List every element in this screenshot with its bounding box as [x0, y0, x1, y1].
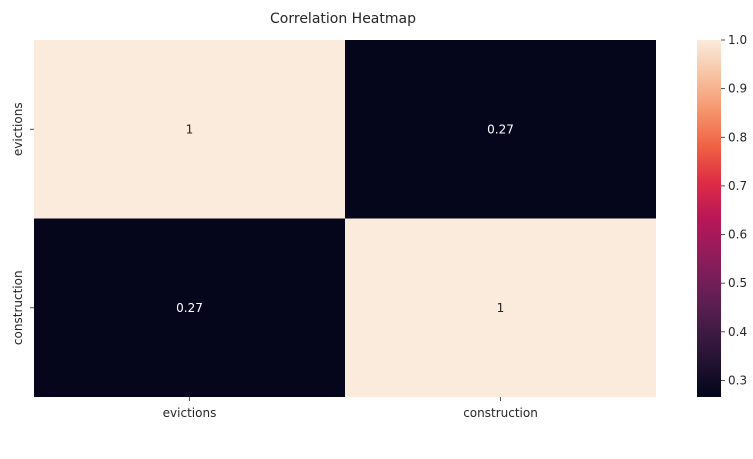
colorbar-tick-label: 1.0: [728, 33, 747, 47]
cell-annotation: 0.27: [487, 122, 514, 136]
colorbar-tick-label: 0.6: [728, 228, 747, 242]
x-tick-label: construction: [463, 406, 538, 420]
y-axis: evictions construction: [11, 102, 34, 345]
heatmap-cell: [34, 218, 345, 397]
heatmap-cell: [34, 40, 345, 219]
colorbar-tick-label: 0.7: [728, 179, 747, 193]
y-tick-label: construction: [11, 270, 25, 345]
colorbar-ticks: 0.3 0.4 0.5 0.6 0.7 0.8 0.9 1.0: [721, 33, 747, 387]
colorbar-tick-label: 0.9: [728, 82, 747, 96]
chart-title: Correlation Heatmap: [270, 11, 416, 27]
cell-annotation: 0.27: [176, 301, 203, 315]
heatmap-cell: [345, 40, 656, 219]
x-tick-label: evictions: [163, 406, 217, 420]
cell-annotation: 1: [497, 301, 505, 315]
colorbar-tick-label: 0.5: [728, 276, 747, 290]
colorbar-tick-label: 0.8: [728, 130, 747, 144]
cell-annotation: 1: [186, 122, 194, 136]
heatmap-cell: [345, 218, 656, 397]
colorbar-tick-label: 0.3: [728, 373, 747, 387]
x-axis: evictions construction: [163, 397, 538, 420]
colorbar-tick-label: 0.4: [728, 325, 747, 339]
y-tick-label: evictions: [11, 102, 25, 156]
heatmap-cells: 1 0.27 0.27 1: [34, 40, 656, 397]
colorbar: [697, 40, 721, 397]
